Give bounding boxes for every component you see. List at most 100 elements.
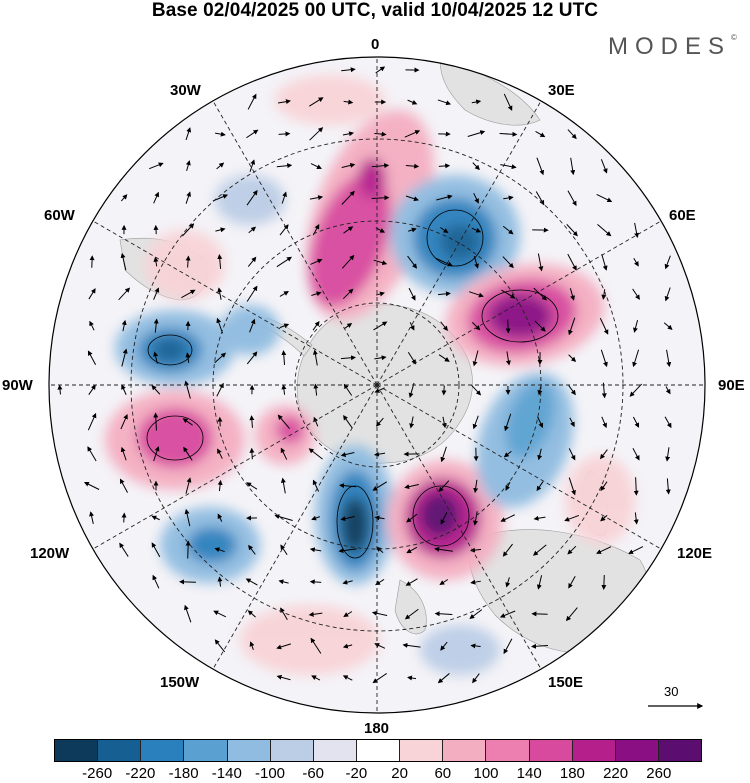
wind-vector [312,479,320,492]
wind-vector [534,320,546,332]
wind-vector [437,99,452,106]
wind-vector [89,511,95,524]
wind-vector [149,162,164,170]
colorbar-tick-label: -220 [125,765,156,782]
wind-vector [568,448,576,461]
wind-vector [567,253,577,271]
wind-vector [185,160,191,172]
wind-vector [375,66,386,74]
wind-vector [665,478,671,495]
wind-vector [311,515,321,521]
wind-vector [409,416,415,429]
meridian-line [376,384,542,670]
wind-vector [505,481,511,491]
wind-vector [340,516,355,522]
wind-vector [632,416,640,428]
wind-vector [246,189,258,206]
wind-vector [503,93,513,111]
wind-vector [600,349,608,368]
wind-vector [601,254,608,271]
wind-vector [281,384,287,395]
wind-vector [87,446,97,462]
colorbar-segment [55,740,99,761]
wind-vector [371,163,390,169]
lon-label-0: 0 [371,36,380,53]
wind-vector [246,285,258,302]
meridian-line [376,220,662,386]
wind-vector [441,385,447,396]
wind-vector [376,546,384,553]
wind-vector [153,256,159,267]
wind-vector [88,384,96,395]
wind-vector [152,574,160,589]
new-zealand [394,579,427,635]
wind-vector [342,643,353,649]
colorbar-tick-label: 220 [603,765,629,782]
wind-vector [87,350,97,365]
wind-vector [407,351,417,365]
colorbar-tick-label: 180 [559,765,585,782]
wind-vector [567,129,577,140]
wind-vector [338,548,357,554]
brand-logo: MODES© [608,33,737,60]
wind-vector [633,512,639,525]
wind-vector [119,478,128,493]
wind-vector [276,163,293,169]
wind-vector [247,256,257,267]
wind-vector [404,484,419,490]
wind-vector [470,643,481,649]
wind-vector [214,639,226,653]
wind-vector [532,544,547,556]
wind-vector [408,287,416,301]
wind-vector [185,540,191,559]
wind-vector [185,191,191,204]
colorbar-tick-label: -140 [211,765,242,782]
wind-vector [438,291,451,297]
colorbar-segment [572,740,616,761]
wind-vector [536,481,544,492]
wind-vector [536,575,543,590]
reference-vector-label: 30 [664,684,679,699]
wind-vector [249,641,255,650]
map-title: Base 02/04/2025 00 UTC, valid 10/04/2025… [151,0,599,21]
wind-vector [471,227,482,233]
wind-vector [536,157,545,176]
wind-vector [279,291,289,297]
wind-vector [308,611,323,617]
wind-vector [665,386,671,395]
wind-vector [633,320,639,333]
wind-vector [404,130,421,138]
wind-vector [568,576,576,589]
wind-vector [213,610,227,618]
wind-vector [471,99,482,105]
wind-vector [247,610,256,618]
meridian-line [212,100,378,386]
wind-vector [151,542,161,558]
wind-vector [313,416,319,427]
wind-vector [601,574,607,591]
wind-vector [249,159,256,172]
wind-vector [441,416,447,429]
wind-vector [505,351,511,366]
wind-vector [633,477,639,496]
wind-vector [567,545,577,555]
wind-vector [629,383,643,397]
wind-vector [342,675,353,681]
wind-vector [121,319,127,332]
wind-vector [472,162,480,171]
wind-vector [217,287,223,300]
wind-vector [664,255,671,270]
wind-vector [249,415,255,428]
wind-vector [311,675,321,681]
wind-vector [217,448,223,459]
wind-vector [276,256,292,268]
wind-vector [599,449,608,460]
colorbar-segment [400,740,444,761]
wind-vector [472,350,479,367]
wind-vector [339,483,356,489]
wind-vector [406,546,418,554]
wind-vector [568,354,577,362]
colorbar-tick-label: -180 [168,765,199,782]
wind-vector [502,543,513,557]
wind-vector [434,611,453,617]
